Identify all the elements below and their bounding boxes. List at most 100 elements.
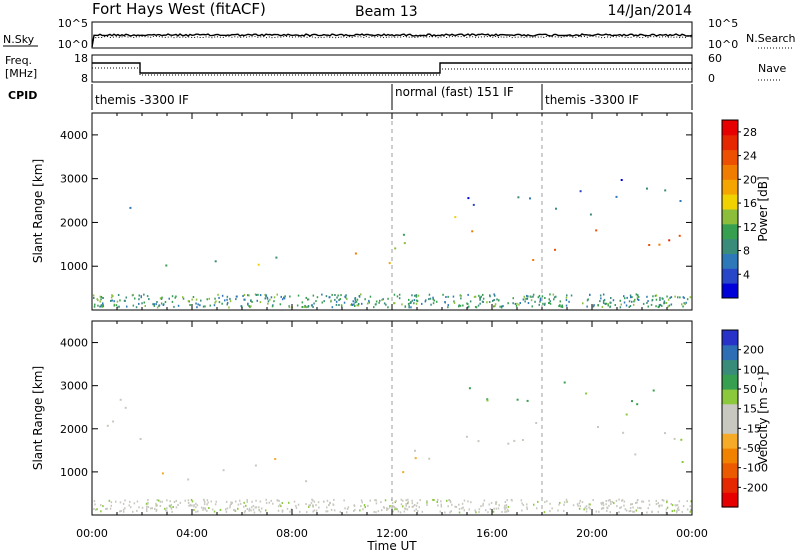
colorbar-swatch xyxy=(722,374,738,390)
echo-cell xyxy=(636,296,639,299)
echo-cell xyxy=(99,305,101,308)
echo-cell xyxy=(119,398,122,401)
echo-cell xyxy=(654,294,657,297)
echo-cell xyxy=(96,508,98,511)
echo-cell xyxy=(665,302,668,304)
echo-cell xyxy=(222,469,225,472)
echo-cell xyxy=(172,506,174,508)
echo-cell xyxy=(122,502,125,505)
echo-cell xyxy=(95,508,97,511)
echo-cell xyxy=(657,510,659,513)
power-colorbar-label: Power [dB] xyxy=(756,176,770,241)
echo-cell xyxy=(206,509,208,512)
power-yticks: 1000 2000 3000 4000 xyxy=(60,129,692,273)
colorbar-tick-label: -200 xyxy=(743,481,768,494)
echo-cell xyxy=(470,501,472,504)
echo-cell xyxy=(215,300,217,303)
echo-cell xyxy=(440,500,442,503)
echo-cell xyxy=(307,298,310,301)
echo-cell xyxy=(326,510,329,513)
echo-cell xyxy=(106,507,108,510)
echo-cell xyxy=(394,501,396,504)
echo-cell xyxy=(565,498,568,501)
echo-cell xyxy=(290,508,293,511)
echo-cell xyxy=(258,509,260,512)
echo-cell xyxy=(187,502,190,504)
echo-cell xyxy=(248,507,251,510)
echo-cell xyxy=(97,304,99,307)
echo-cell xyxy=(147,502,149,505)
echo-cell xyxy=(136,509,138,512)
echo-cell xyxy=(652,389,655,392)
echo-cell xyxy=(204,500,206,503)
echo-cell xyxy=(404,305,406,308)
echo-cell xyxy=(99,300,101,303)
xtick-label: 00:00 xyxy=(676,527,708,540)
echo-cell xyxy=(190,498,193,501)
echo-cell xyxy=(602,502,604,504)
echo-cell xyxy=(130,506,132,509)
colorbar-tick-label: 16 xyxy=(743,197,757,210)
echo-cell xyxy=(305,480,308,483)
echo-cell xyxy=(661,297,663,300)
echo-cell xyxy=(265,501,268,504)
echo-cell xyxy=(637,294,639,297)
echo-cell xyxy=(271,305,274,308)
echo-cell xyxy=(148,298,150,301)
echo-cell xyxy=(255,499,257,502)
echo-cell xyxy=(229,504,231,507)
echo-cell xyxy=(454,505,456,508)
echo-cell xyxy=(175,295,177,298)
echo-cell xyxy=(251,300,253,303)
echo-cell xyxy=(299,510,301,513)
echo-cell xyxy=(403,242,406,245)
echo-cell xyxy=(428,293,431,296)
echo-cell xyxy=(141,506,144,509)
cpid-segment-1: themis -3300 IF xyxy=(95,93,189,107)
echo-cell xyxy=(393,505,396,508)
echo-cell xyxy=(689,510,691,513)
echo-cell xyxy=(374,303,377,306)
echo-cell xyxy=(565,299,568,302)
echo-cell xyxy=(354,297,357,299)
echo-cell xyxy=(202,305,205,308)
nsearch-ytick-low: 10^0 xyxy=(708,38,738,51)
echo-cell xyxy=(646,187,648,190)
echo-cell xyxy=(518,303,520,306)
echo-cell xyxy=(532,259,535,261)
freq-trace xyxy=(92,62,692,74)
echo-cell xyxy=(468,387,471,390)
echo-cell xyxy=(636,499,639,502)
echo-cell xyxy=(279,303,282,306)
echo-cell xyxy=(428,298,430,301)
echo-cell xyxy=(387,306,389,309)
echo-cell xyxy=(673,437,676,440)
echo-cell xyxy=(681,461,684,463)
echo-cell xyxy=(307,305,310,307)
echo-cell xyxy=(182,296,184,299)
echo-cell xyxy=(182,297,185,300)
echo-cell xyxy=(339,510,341,513)
echo-cell xyxy=(516,302,518,305)
echo-cell xyxy=(265,509,267,512)
echo-cell xyxy=(381,298,383,301)
echo-cell xyxy=(251,500,253,503)
echo-cell xyxy=(459,304,462,307)
echo-cell xyxy=(512,297,514,300)
echo-cell xyxy=(338,304,340,306)
echo-cell xyxy=(145,505,148,508)
echo-cell xyxy=(313,500,316,503)
echo-cell xyxy=(366,302,369,305)
echo-cell xyxy=(586,299,589,302)
echo-cell xyxy=(360,499,363,502)
echo-cell xyxy=(646,301,648,304)
echo-cell xyxy=(595,510,598,513)
velocity-yticks: 1000 2000 3000 4000 xyxy=(60,337,692,479)
echo-cell xyxy=(583,508,585,511)
echo-cell xyxy=(651,299,653,302)
echo-cell xyxy=(301,306,303,308)
echo-cell xyxy=(138,298,140,301)
echo-cell xyxy=(458,508,461,510)
echo-cell xyxy=(544,302,546,305)
echo-cell xyxy=(284,295,286,298)
